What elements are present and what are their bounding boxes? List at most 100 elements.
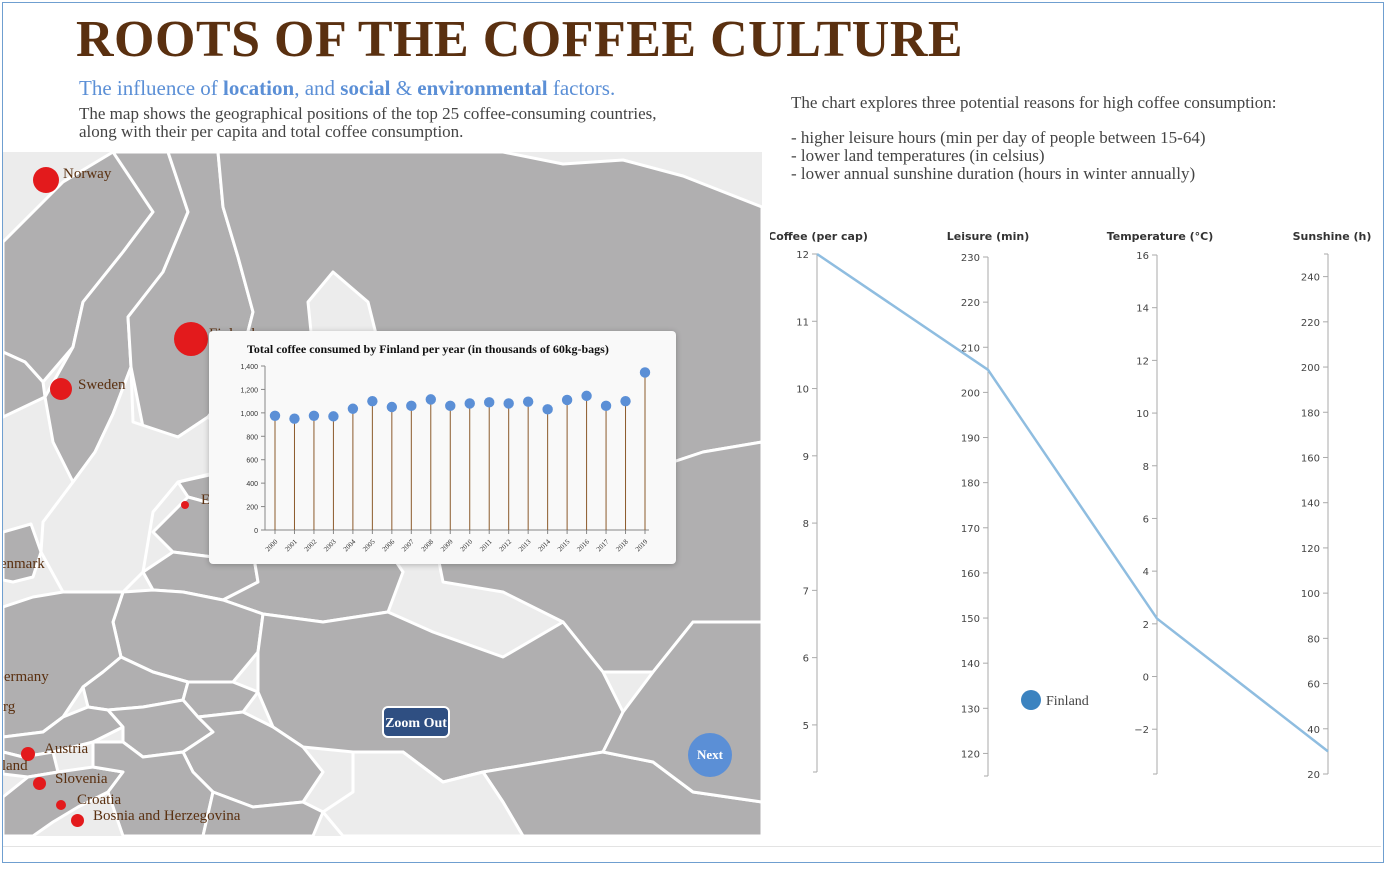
- axis-title: Temperature (°C): [1107, 230, 1214, 243]
- pc-tick-label: 12: [796, 250, 809, 261]
- lollipop-head: [600, 400, 612, 412]
- country-label-luxembourg: Luxembourg: [3, 699, 16, 715]
- country-label-sweden: Sweden: [78, 377, 126, 393]
- next-button[interactable]: Next: [688, 733, 732, 777]
- pc-tick-label: 14: [1136, 304, 1149, 315]
- pc-tick-label: 4: [1143, 567, 1149, 578]
- tooltip-chart-title: Total coffee consumed by Finland per yea…: [247, 342, 609, 356]
- country-dot-finland[interactable]: [174, 322, 208, 356]
- lollipop-head: [269, 410, 281, 421]
- y-tick-label: 1,400: [240, 364, 258, 371]
- pc-tick-label: 9: [803, 452, 809, 463]
- lollipop-head: [289, 413, 300, 424]
- chart-intro: The chart explores three potential reaso…: [791, 94, 1276, 183]
- lollipop-head: [406, 400, 417, 412]
- lollipop-head: [367, 395, 378, 407]
- sea-black: [321, 750, 525, 836]
- country-label-denmark: Denmark: [3, 556, 45, 572]
- series-line-finland: [816, 252, 1329, 753]
- x-tick-label: 2009: [439, 537, 455, 553]
- country-dot-croatia[interactable]: [56, 800, 66, 810]
- land-denmark: [3, 522, 43, 584]
- x-tick-label: 2017: [595, 537, 611, 553]
- country-dot-slovenia[interactable]: [33, 777, 46, 790]
- pc-tick-label: 140: [1301, 499, 1320, 510]
- x-tick-label: 2004: [342, 537, 358, 553]
- x-tick-label: 2002: [303, 537, 319, 553]
- land-left-edge: [3, 350, 47, 419]
- parallel-coordinates-chart: Coffee (per cap) 5 6 7 8 9 10 11 12 Leisure (min)…: [770, 230, 1372, 781]
- lollipop-head: [522, 396, 534, 407]
- country-label-slovenia: Slovenia: [55, 771, 108, 787]
- pc-tick-label: 130: [961, 704, 980, 715]
- country-dot-sweden[interactable]: [50, 378, 72, 400]
- x-tick-label: 2000: [264, 537, 280, 553]
- x-tick-label: 2014: [536, 537, 552, 553]
- country-label-bosnia: Bosnia and Herzegovina: [93, 808, 241, 824]
- pc-tick-label: 0: [1143, 673, 1149, 684]
- y-tick-label: 200: [246, 505, 258, 512]
- lollipop-head: [445, 400, 456, 412]
- y-tick-label: 600: [246, 458, 258, 465]
- pc-tick-label: 120: [1301, 544, 1320, 555]
- pc-tick-label: 150: [961, 614, 980, 625]
- pc-tick-label: −2: [1134, 725, 1149, 736]
- pc-tick-label: 80: [1307, 634, 1320, 645]
- pc-tick-label: 160: [1301, 453, 1320, 464]
- pc-tick-label: 20: [1307, 770, 1320, 781]
- pc-tick-label: 200: [1301, 363, 1320, 374]
- x-tick-label: 2018: [614, 537, 630, 553]
- x-tick-label: 2012: [498, 537, 514, 553]
- axis-title: Sunshine (h): [1293, 230, 1372, 243]
- chart-intro-bullet: - higher leisure hours (min per day of p…: [791, 128, 1206, 147]
- x-tick-label: 2001: [283, 537, 299, 553]
- x-tick-label: 2011: [478, 537, 494, 553]
- pc-tick-label: 10: [796, 385, 809, 396]
- lollipop-head: [328, 411, 339, 422]
- lollipop-head: [639, 367, 651, 378]
- chart-intro-bullet: - lower land temperatures (in celsius): [791, 146, 1045, 165]
- zoom-out-button[interactable]: Zoom Out: [382, 706, 450, 738]
- country-label-croatia: Croatia: [77, 792, 122, 808]
- pc-tick-label: 7: [803, 586, 809, 597]
- legend-label-finland: Finland: [1046, 694, 1089, 709]
- x-tick-label: 2010: [459, 537, 475, 553]
- x-tick-label: 2013: [517, 537, 533, 553]
- pc-tick-label: 2: [1143, 620, 1149, 631]
- x-tick-label: 2016: [575, 537, 591, 553]
- x-tick-label: 2007: [400, 537, 416, 553]
- pc-tick-label: 120: [961, 749, 980, 760]
- pc-tick-label: 8: [1143, 462, 1149, 473]
- country-label-austria: Austria: [44, 741, 89, 757]
- lollipop-head: [386, 401, 398, 413]
- x-tick-label: 2008: [420, 537, 436, 553]
- country-dot-bosnia[interactable]: [71, 814, 84, 827]
- pc-tick-label: 10: [1136, 409, 1149, 420]
- page-subtitle: The influence of location, and social & …: [79, 76, 616, 100]
- pc-tick-label: 190: [961, 434, 980, 445]
- x-tick-label: 2019: [634, 537, 650, 553]
- lollipop-head: [620, 395, 631, 407]
- country-dot-austria[interactable]: [21, 747, 35, 761]
- country-label-germany: Germany: [3, 669, 49, 685]
- lollipop-head: [425, 394, 436, 405]
- y-tick-label: 400: [246, 481, 258, 488]
- country-dot-estonia[interactable]: [181, 501, 189, 509]
- country-dot-norway[interactable]: [33, 167, 59, 193]
- pc-tick-label: 100: [1301, 589, 1320, 600]
- pc-tick-label: 180: [1301, 408, 1320, 419]
- pc-tick-label: 11: [796, 317, 809, 328]
- pc-tick-label: 6: [803, 654, 809, 665]
- lollipop-head: [561, 394, 573, 406]
- chart-intro-lead: The chart explores three potential reaso…: [791, 93, 1277, 112]
- bottom-divider: [3, 846, 1381, 847]
- pc-tick-label: 40: [1307, 725, 1320, 736]
- lollipop-head: [503, 398, 514, 409]
- y-tick-label: 1,000: [240, 411, 258, 418]
- y-tick-label: 1,200: [240, 387, 258, 394]
- page-title: ROOTS OF THE COFFEE CULTURE: [76, 11, 964, 68]
- axis-title: Coffee (per cap): [770, 230, 868, 243]
- chart-intro-bullet: - lower annual sunshine duration (hours …: [791, 164, 1196, 183]
- legend-dot-finland: [1021, 690, 1041, 710]
